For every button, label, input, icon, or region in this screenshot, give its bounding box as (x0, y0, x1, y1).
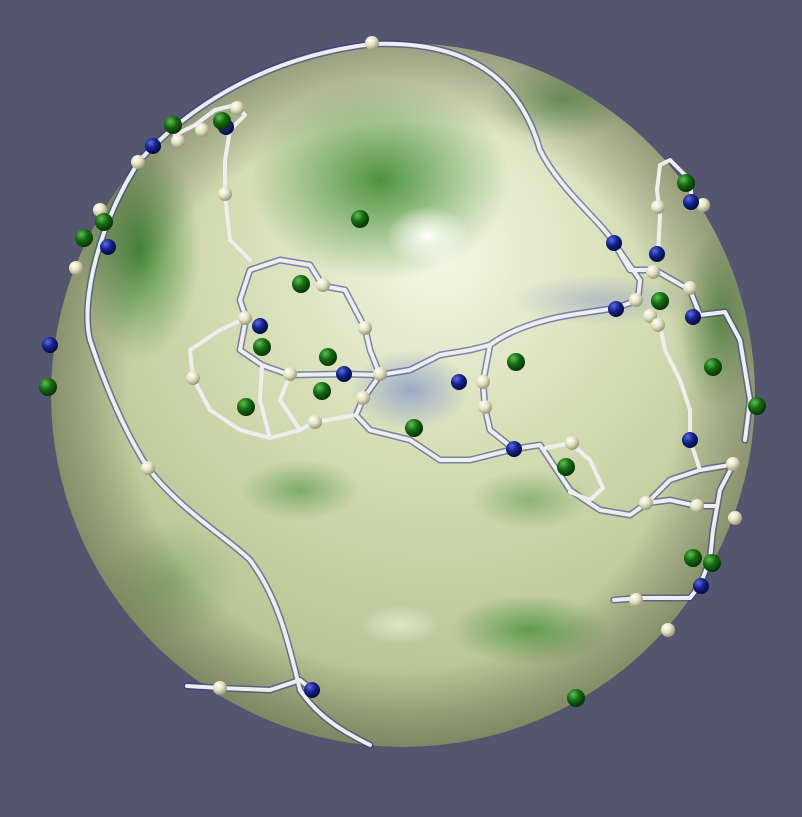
minimum-node-blue (682, 432, 698, 448)
minimum-node-blue (649, 246, 665, 262)
minimum-node-blue (606, 235, 622, 251)
minimum-node-blue (100, 239, 116, 255)
saddle-node-cream (651, 200, 665, 214)
maximum-node-green (567, 689, 585, 707)
saddle-node-cream (478, 400, 492, 414)
saddle-node-cream (690, 499, 704, 513)
ridge-line-north-east-link (655, 188, 662, 256)
saddle-node-cream (629, 293, 643, 307)
maximum-node-green (748, 397, 766, 415)
minimum-node-blue (304, 682, 320, 698)
maximum-node-green (237, 398, 255, 416)
saddle-node-cream (218, 187, 232, 201)
ridge-line-central (342, 241, 642, 377)
maximum-node-green (313, 382, 331, 400)
saddle-node-cream (171, 134, 185, 148)
saddle-node-cream (726, 457, 740, 471)
ridge-line-inner-a (278, 373, 302, 432)
sphere-surface (51, 43, 755, 747)
maximum-node-green (507, 353, 525, 371)
saddle-node-cream (283, 367, 297, 381)
maximum-node-green (684, 549, 702, 567)
minimum-node-blue (451, 374, 467, 390)
saddle-node-cream (195, 123, 209, 137)
node-layer (39, 36, 766, 707)
ridge-line-north-east (370, 41, 752, 442)
saddle-node-cream (238, 311, 252, 325)
ridge-line-north-link (223, 193, 252, 262)
saddle-node-cream (308, 415, 322, 429)
minimum-node-blue (145, 138, 161, 154)
minimum-node-blue (685, 309, 701, 325)
saddle-node-cream (358, 321, 372, 335)
minimum-node-blue (506, 441, 522, 457)
ridge-line-south-east (512, 443, 732, 517)
saddle-node-cream (683, 281, 697, 295)
maximum-node-green (253, 338, 271, 356)
saddle-node-cream (565, 436, 579, 450)
maximum-node-green (351, 210, 369, 228)
saddle-node-cream (639, 496, 653, 510)
saddle-node-cream (476, 375, 490, 389)
saddle-node-cream (643, 309, 657, 323)
saddle-node-cream (141, 461, 155, 475)
ridge-loop-center-west (238, 258, 382, 377)
maximum-node-green (703, 554, 721, 572)
maximum-node-green (39, 378, 57, 396)
saddle-node-cream (213, 681, 227, 695)
ridge-line-inner-b (258, 363, 272, 440)
maximum-node-green (75, 229, 93, 247)
maximum-node-green (164, 116, 182, 134)
maximum-node-green (557, 458, 575, 476)
saddle-node-cream (356, 391, 370, 405)
saddle-node-cream (365, 36, 379, 50)
maximum-node-green (405, 419, 423, 437)
minimum-node-blue (42, 337, 58, 353)
saddle-node-cream (186, 371, 200, 385)
saddle-node-cream (629, 593, 643, 607)
saddle-node-cream (661, 623, 675, 637)
maximum-node-green (95, 213, 113, 231)
saddle-node-cream (131, 155, 145, 169)
minimum-node-blue (252, 318, 268, 334)
ridge-line-east-spur (646, 498, 717, 508)
ridge-line-east-south (612, 463, 735, 602)
saddle-node-cream (230, 101, 244, 115)
maximum-node-green (213, 112, 231, 130)
saddle-node-cream (316, 278, 330, 292)
minimum-node-blue (693, 578, 709, 594)
saddle-node-cream (373, 367, 387, 381)
saddle-node-cream (69, 261, 83, 275)
saddle-node-cream (646, 265, 660, 279)
ridge-line-west-loop (188, 316, 248, 380)
minimum-node-blue (608, 301, 624, 317)
saddle-node-cream (651, 318, 665, 332)
maximum-node-green (677, 174, 695, 192)
saddle-node-cream (696, 198, 710, 212)
minimum-node-blue (683, 194, 699, 210)
maximum-node-green (292, 275, 310, 293)
saddle-node-cream (728, 511, 742, 525)
minimum-node-blue (336, 366, 352, 382)
maximum-node-green (704, 358, 722, 376)
maximum-node-green (651, 292, 669, 310)
maximum-node-green (319, 348, 337, 366)
ridge-line-south-west (185, 678, 314, 692)
